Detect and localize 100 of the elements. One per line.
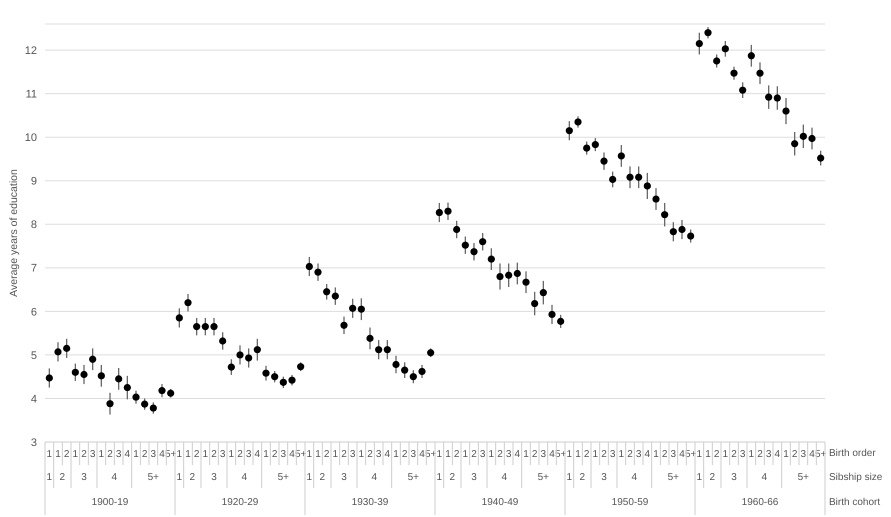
x-tick-label: 1 [332,449,339,460]
x-tick-label: 3 [480,449,486,460]
x-tick-label: 2 [731,449,738,460]
text: 2 [710,472,716,483]
text: 3 [81,472,88,483]
x-tick-label: 3 [540,449,547,460]
x-tick-label: 2 [81,449,88,460]
x-tick-label: 2 [757,449,764,460]
x-tick-label: 2 [211,449,218,460]
text: 2 [190,472,196,483]
y-tick-label: 7 [30,262,37,275]
text: 3 [211,472,218,483]
y-tick-label: 9 [30,176,37,188]
text: 5+ [278,472,290,483]
text: 4 [762,472,768,483]
text: 4 [112,472,118,483]
text: 1940-49 [482,497,519,508]
x-tick-label: 4 [124,449,131,460]
y-tick-label: 12 [24,45,37,58]
text: 4 [632,472,638,483]
x-tick-label: 1 [783,449,790,460]
text: 1 [46,472,53,483]
y-tick-label: 6 [30,306,37,318]
x-tick-label: 1 [55,449,62,460]
x-tick-label: 3 [506,449,512,460]
text: 1 [436,472,443,483]
x-tick-label: 3 [246,449,252,460]
x-tick-label: 4 [644,449,651,460]
x-tick-label: 1 [575,449,582,460]
x-tick-label: 1 [98,449,105,460]
y-tick-label: 11 [26,88,37,101]
x-tick-label: 1 [445,449,452,460]
text: 4 [502,472,508,483]
text: 1920-29 [222,497,259,508]
x-tick-label: 1 [185,449,192,460]
x-tick-label: 2 [107,449,114,460]
x-tick-label: 1 [705,449,712,460]
x-tick-label: 3 [800,449,807,460]
x-tick-label: 1 [46,449,53,460]
x-tick-label: 3 [280,449,287,460]
x-tick-label: 2 [237,449,244,460]
x-tick-label: 3 [220,449,226,460]
text: 3 [601,472,608,483]
x-tick-label: 2 [662,449,668,460]
x-tick-label: 1 [202,449,209,460]
x-tick-label: 2 [792,449,798,460]
x-tick-label: 1 [618,449,625,460]
x-tick-label: 1 [72,449,79,460]
x-tick-label: 1 [488,449,495,460]
x-tick-label: 1 [566,449,573,460]
x-tick-label: 2 [627,449,634,460]
text: 1 [566,472,573,483]
x-tick-label: 4 [809,449,816,460]
x-tick-label: 1 [748,449,755,460]
x-tick-label: 1 [592,449,599,460]
x-tick-label: 3 [150,449,157,460]
x-tick-label: 3 [90,449,96,460]
text: 5+ [798,472,810,483]
y-tick-label: 8 [30,219,37,232]
text: 1 [696,472,703,483]
x-tick-label: 4 [419,449,426,460]
x-tick-label: 4 [549,449,556,460]
text: 2 [320,472,326,483]
text: Birth order [829,448,876,459]
x-tick-label: 3 [636,449,642,460]
text: Birth cohort [829,497,880,508]
x-tick-label: 2 [341,449,348,460]
x-tick-label: 1 [462,449,469,460]
x-tick-label: 1 [263,449,270,460]
x-tick-label: 2 [584,449,590,460]
x-tick-label: 4 [774,449,781,460]
x-tick-label: 2 [402,449,408,460]
x-tick-label: 2 [497,449,504,460]
x-tick-label: 1 [523,449,530,460]
text: 1 [306,472,313,483]
x-tick-label: 2 [194,449,200,460]
x-tick-label: 3 [116,449,122,460]
text: 3 [341,472,348,483]
text: 4 [242,472,248,483]
x-tick-label: 3 [740,449,746,460]
x-tick-label: 2 [601,449,608,460]
x-tick-label: 3 [350,449,356,460]
x-tick-label: 2 [64,449,70,460]
x-tick-label: 4 [384,449,391,460]
x-tick-label: 2 [324,449,330,460]
x-tick-label: 1 [176,449,183,460]
x-tick-label: 3 [610,449,616,460]
x-tick-label: 2 [532,449,538,460]
text: 2 [450,472,456,483]
x-tick-label: 4 [679,449,686,460]
x-tick-label: 3 [766,449,772,460]
x-tick-label: 2 [714,449,720,460]
text: 5+ [148,472,160,483]
x-tick-label: 2 [471,449,478,460]
x-tick-label: 1 [358,449,365,460]
x-tick-label: 4 [289,449,296,460]
text: 5+ [408,472,420,483]
x-tick-label: 2 [142,449,148,460]
y-tick-label: 4 [30,393,37,406]
x-tick-label: 1 [228,449,235,460]
